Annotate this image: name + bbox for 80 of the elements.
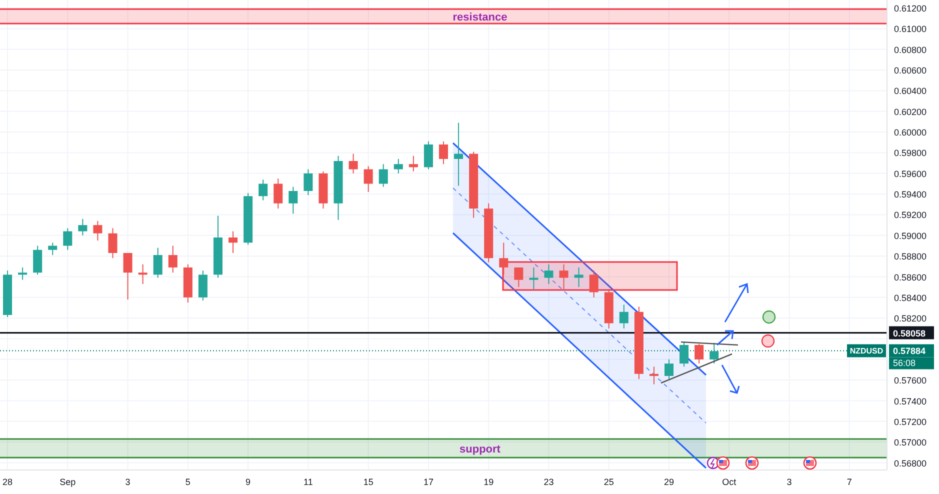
y-tick-label: 0.57200 <box>894 416 927 427</box>
candlestick <box>394 158 403 174</box>
y-tick-label: 0.56800 <box>894 458 927 468</box>
candlestick <box>18 266 28 280</box>
candlestick <box>544 264 554 284</box>
band-label: resistance <box>452 11 508 24</box>
x-tick-label: 5 <box>185 477 190 487</box>
candlestick <box>304 168 313 196</box>
x-tick-label: 11 <box>304 477 313 487</box>
x-tick-label: 17 <box>423 477 434 487</box>
x-tick-label: 3 <box>125 477 130 487</box>
candlestick <box>694 343 704 364</box>
text: 56:08 <box>893 358 916 368</box>
candlestick <box>710 342 719 364</box>
candlestick <box>123 252 132 300</box>
candlestick <box>378 164 388 188</box>
y-tick-label: 0.59400 <box>894 190 927 200</box>
candlestick <box>48 242 58 256</box>
candlestick <box>514 266 524 288</box>
candlestick <box>33 245 42 276</box>
x-tick-label: 19 <box>484 477 494 487</box>
y-tick-label: 0.59600 <box>894 168 927 179</box>
candlestick <box>108 228 118 259</box>
candlestick <box>63 228 72 250</box>
x-tick-label: 28 <box>2 477 13 487</box>
candlestick <box>664 358 674 380</box>
x-tick-label: 23 <box>544 477 554 487</box>
candlestick <box>228 230 238 254</box>
y-tick-label: 0.61000 <box>894 24 927 34</box>
x-tick-label: 9 <box>246 477 251 487</box>
candlestick <box>574 266 584 288</box>
y-tick-label: 0.58400 <box>894 292 927 303</box>
y-tick-label: 0.59800 <box>894 148 927 158</box>
y-tick-label: 0.60400 <box>894 86 927 96</box>
candlestick <box>529 266 538 290</box>
y-tick-label: 0.58200 <box>894 314 927 324</box>
y-tick-label: 0.57000 <box>894 438 927 448</box>
candlestick <box>138 264 148 284</box>
x-tick-label: Oct <box>722 477 737 487</box>
x-tick-label: 3 <box>786 477 792 487</box>
candlestick <box>408 155 418 172</box>
candlestick <box>198 270 208 302</box>
y-tick-label: 0.61200 <box>894 4 927 14</box>
x-tick-label: Sep <box>60 477 76 487</box>
candlestick <box>78 218 88 236</box>
candlestick <box>454 122 464 186</box>
candlestick <box>438 140 448 165</box>
y-tick-label: 0.59000 <box>894 230 927 241</box>
band-label: support <box>460 443 501 456</box>
ref-line-label: 0.57884 <box>893 346 926 356</box>
y-tick-label: 0.58800 <box>894 252 927 262</box>
candlestick <box>168 245 178 274</box>
candlestick <box>499 242 508 276</box>
candlestick <box>589 270 598 298</box>
candlestick <box>274 178 283 210</box>
candlestick <box>288 186 298 214</box>
candlestick <box>559 264 568 290</box>
y-tick-label: 0.57600 <box>894 376 927 386</box>
y-tick-label: 0.57400 <box>894 396 927 406</box>
x-tick-label: 25 <box>604 477 614 487</box>
candlestick <box>153 247 162 278</box>
y-tick-label: 0.60600 <box>894 66 927 76</box>
candlestick <box>93 220 102 242</box>
annotation: NZDUSD <box>850 346 884 356</box>
y-tick-label: 0.59200 <box>894 210 927 220</box>
y-tick-label: 0.60200 <box>894 106 927 117</box>
x-tick-label: 7 <box>846 477 852 487</box>
candlestick <box>424 140 433 170</box>
y-tick-label: 0.60000 <box>894 128 927 138</box>
y-tick-label: 0.58600 <box>894 272 927 282</box>
candlestick <box>364 166 373 193</box>
candlestick <box>258 179 268 201</box>
candlestick <box>348 153 358 174</box>
candlestick <box>649 366 658 385</box>
y-tick-label: 0.60800 <box>894 44 927 55</box>
candlestick <box>680 341 689 368</box>
candlestick <box>619 304 628 329</box>
x-tick-label: 15 <box>363 477 374 487</box>
ref-line-label: 0.58058 <box>893 328 926 338</box>
x-tick-label: 29 <box>664 477 674 487</box>
